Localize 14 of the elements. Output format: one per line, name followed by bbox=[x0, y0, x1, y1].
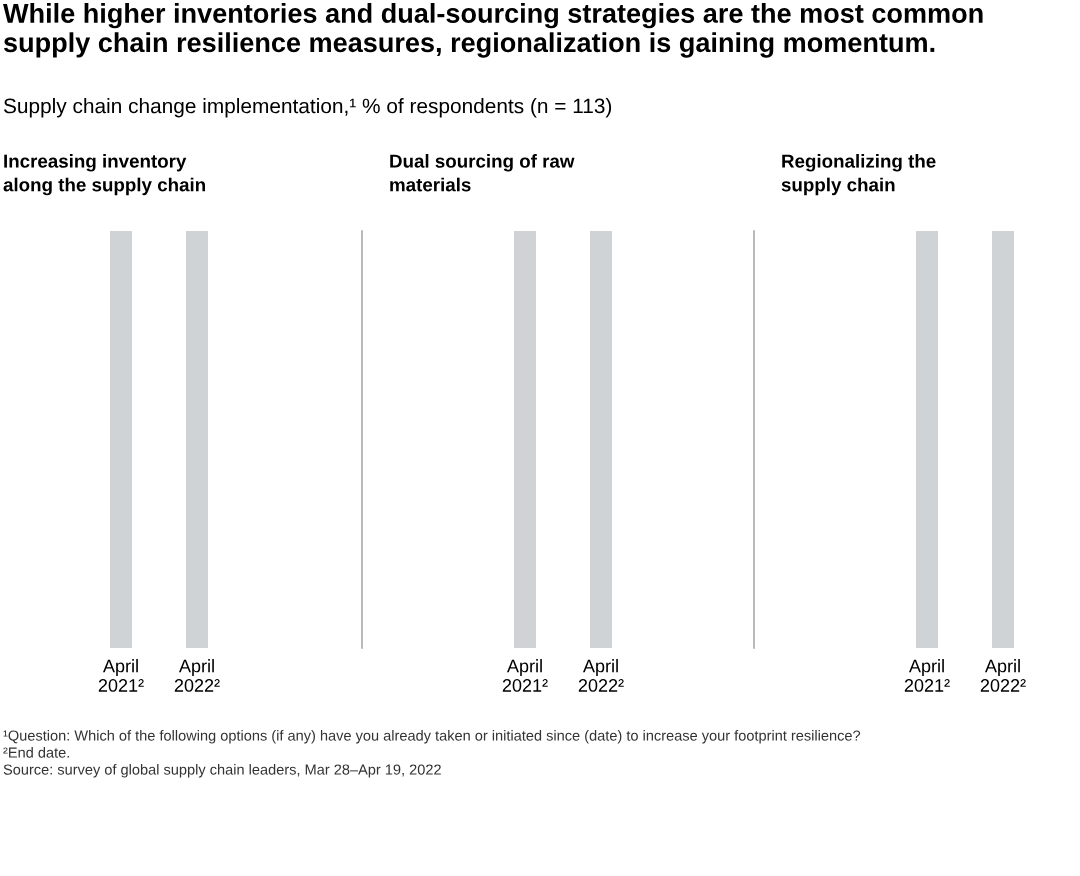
chart-title: Regionalizing the supply chain bbox=[781, 154, 936, 196]
text: Supply chain change implementation,¹ % of respondents (n = 113) bbox=[3, 98, 612, 118]
x-tick-label: April 2022² bbox=[980, 659, 1026, 692]
x-tick-label: April 2021² bbox=[904, 659, 950, 692]
text: While higher inventories and dual-sourcing strategies are the most common supply chain resilience measures, regionalization is gaining momentum. bbox=[3, 3, 983, 58]
chart-title: Increasing inventory along the supply chain bbox=[3, 154, 205, 196]
x-tick-label: April 2021² bbox=[98, 659, 144, 692]
x-tick-label: April 2021² bbox=[502, 659, 548, 692]
chart-title: Dual sourcing of raw materials bbox=[390, 154, 575, 192]
text: ²End date. bbox=[3, 747, 69, 758]
source-note: Source: survey of global supply chain leaders, Mar 28–Apr 19, 2022 bbox=[3, 764, 441, 778]
text: ¹Question: Which of the following options (if any) have you already taken or initiated since (date) to increase your footprint resilience? bbox=[3, 730, 861, 744]
x-tick-label: April 2022² bbox=[174, 659, 220, 692]
x-tick-label: April 2022² bbox=[578, 659, 624, 692]
